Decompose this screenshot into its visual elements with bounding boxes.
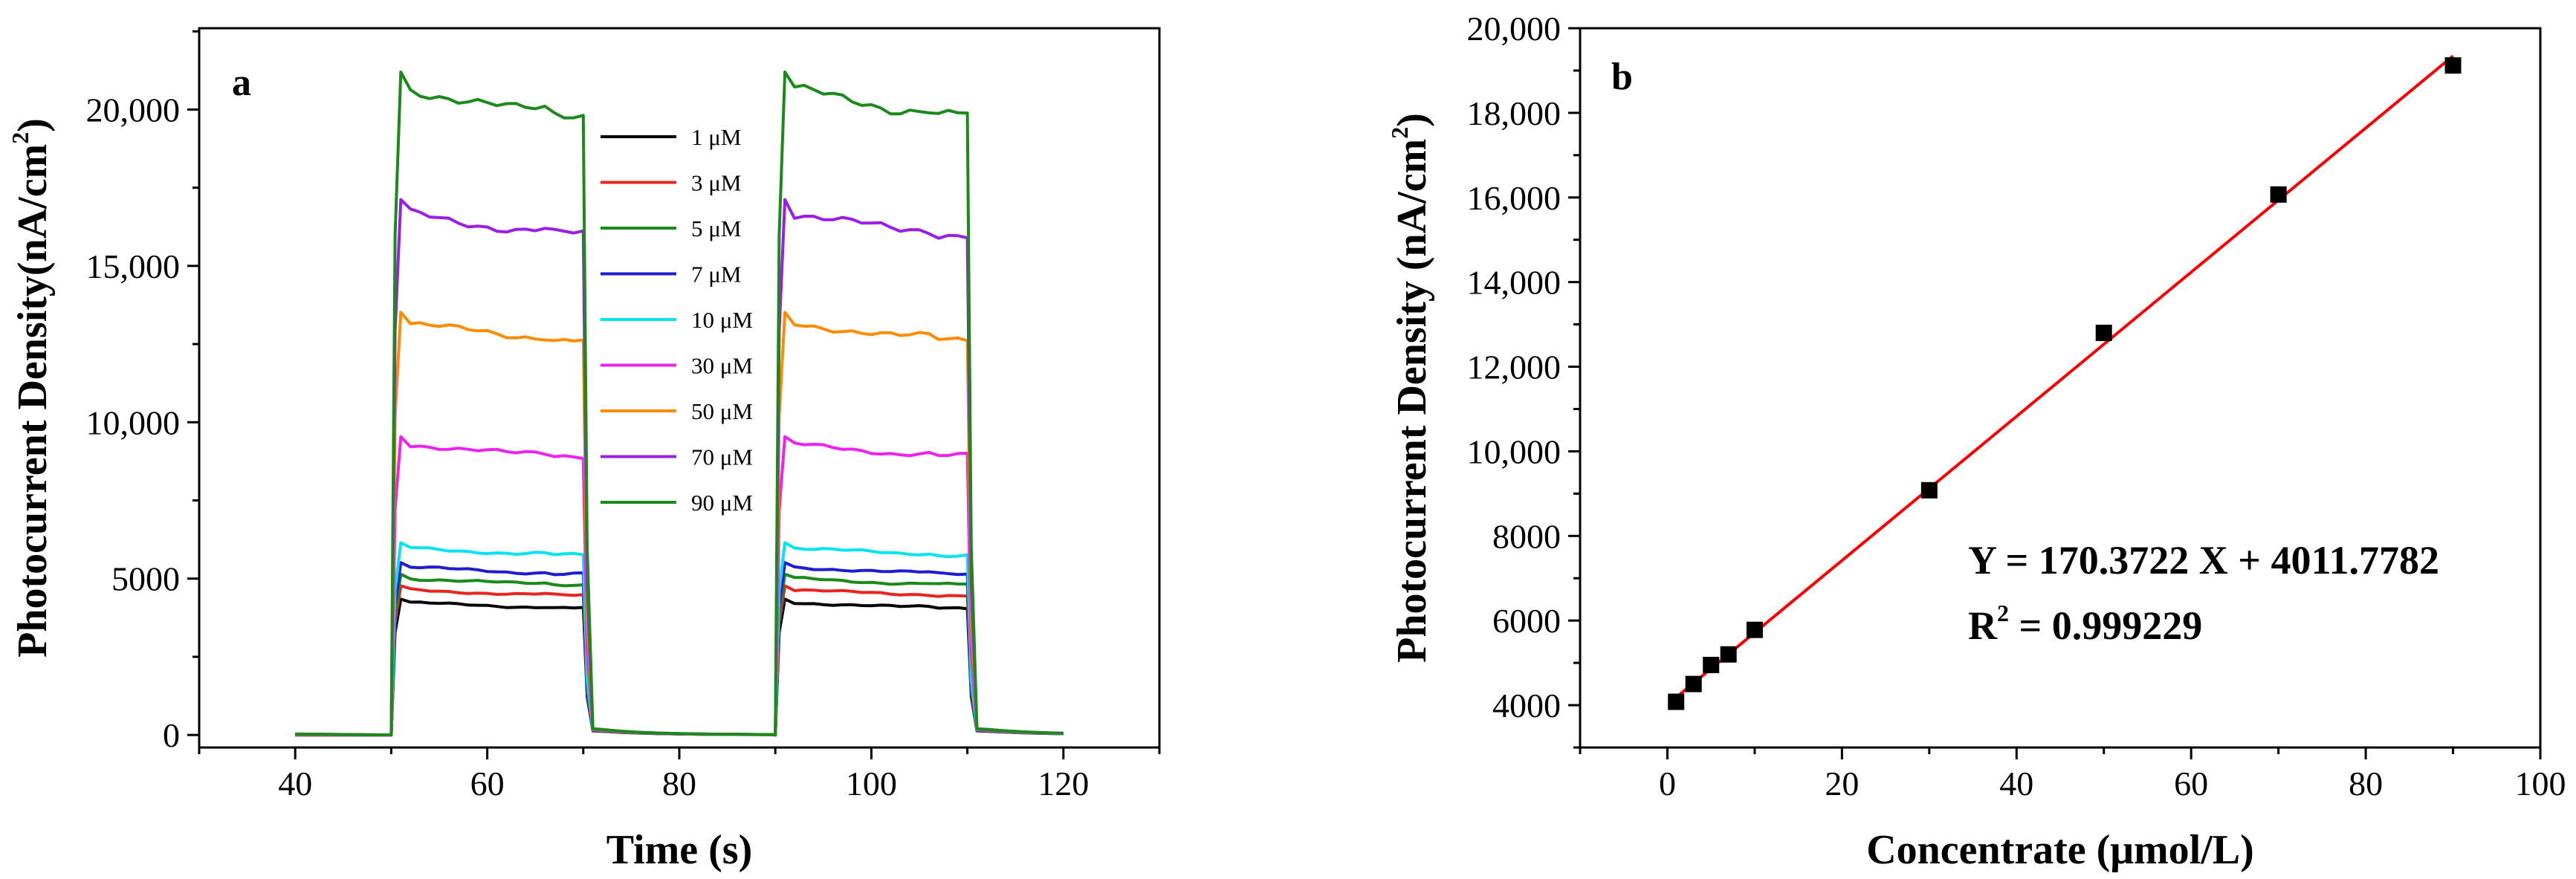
panel-a-legend-label: 7 μM bbox=[691, 262, 741, 288]
panel-b-data-point bbox=[2095, 324, 2112, 341]
panel-b-y-title-main: Photocurrent Density (nA/cm bbox=[1389, 139, 1435, 663]
panel-a-x-tick-label: 80 bbox=[662, 765, 696, 802]
panel-b-y-tick-label: 16,000 bbox=[1467, 179, 1562, 217]
panel-a-y-title-main: Photocurrent Density(nA/cm bbox=[10, 144, 56, 658]
panel-b-y-tick-label: 4000 bbox=[1492, 687, 1561, 724]
panel-a-series-line bbox=[295, 198, 1064, 737]
panel-b-plot-frame bbox=[1579, 27, 2542, 749]
panel-a-legend-label: 5 μM bbox=[691, 215, 741, 241]
panel-b-y-tick-label: 20,000 bbox=[1467, 10, 1562, 48]
panel-b-y-title-end: ) bbox=[1389, 113, 1435, 127]
panel-b-x-axis-title: Concentrate (μmol/L) bbox=[1866, 827, 2254, 873]
panel-b-x-tick-label: 20 bbox=[1825, 765, 1859, 802]
panel-a-chart: 40 60 80 100 120 0 5000 10,000 15,000 20,000 a Ti… bbox=[7, 27, 1161, 873]
panel-a-series-line bbox=[295, 597, 1064, 737]
panel-b-x-tick-label: 0 bbox=[1659, 765, 1676, 802]
panel-a-y-tick-label: 0 bbox=[163, 716, 180, 754]
panel-b-r2-value: = 0.999229 bbox=[2009, 603, 2202, 648]
panel-b-x-tick-label: 40 bbox=[1999, 765, 2033, 802]
panel-a-y-tick-label: 10,000 bbox=[86, 403, 181, 441]
panel-a-series-line bbox=[295, 572, 1064, 737]
panel-b-y-tick-label: 14,000 bbox=[1467, 264, 1562, 302]
panel-b-data-point bbox=[1720, 646, 1737, 663]
panel-b-x-tick-label: 60 bbox=[2174, 765, 2208, 802]
panel-b-r2-sup: 2 bbox=[1997, 600, 2009, 626]
panel-a-y-axis-title: Photocurrent Density(nA/cm2) bbox=[7, 118, 56, 658]
panel-a-y-title-end: ) bbox=[10, 118, 56, 132]
panel-a-series-group bbox=[295, 70, 1064, 737]
panel-a-y-title-sup: 2 bbox=[7, 132, 33, 144]
panel-b-y-tick-label: 10,000 bbox=[1467, 432, 1562, 470]
panel-a-legend: 1 μM 3 μM 5 μM 7 μM 10 μM 30 μM 50 μM 70 μM 90 μ… bbox=[601, 124, 753, 516]
panel-a-x-axis-title: Time (s) bbox=[606, 827, 753, 873]
panel-a-legend-label: 10 μM bbox=[691, 307, 753, 333]
panel-a-label: a bbox=[232, 62, 251, 104]
panel-a-legend-label: 70 μM bbox=[691, 444, 753, 470]
panel-b-fit-line bbox=[1674, 54, 2454, 699]
panel-b-y-tick-label: 18,000 bbox=[1467, 94, 1562, 132]
panel-a-series-line bbox=[295, 70, 1064, 737]
panel-b-r2-annotation: R2 = 0.999229 bbox=[1968, 600, 2202, 648]
panel-a-x-tick-label: 120 bbox=[1038, 765, 1089, 802]
panel-a-legend-label: 30 μM bbox=[691, 353, 753, 379]
panel-a-series-line bbox=[295, 541, 1064, 737]
panel-a-y-tick-label: 20,000 bbox=[86, 91, 181, 129]
panel-a-series-line bbox=[295, 435, 1064, 737]
panel-a-y-tick-label: 15,000 bbox=[86, 247, 181, 285]
panel-b-y-tick-label: 8000 bbox=[1492, 517, 1561, 555]
panel-b-axes: 0 20 40 60 80 100 4000 6000 8000 10,000 12,000 14,0… bbox=[1467, 10, 2566, 802]
panel-a-legend-label: 90 μM bbox=[691, 490, 753, 516]
panel-b-y-axis-title: Photocurrent Density (nA/cm2) bbox=[1386, 113, 1435, 663]
panel-b-data-point bbox=[1668, 693, 1685, 710]
panel-a-plot-frame bbox=[198, 27, 1161, 749]
panel-b-data-point bbox=[2270, 186, 2287, 203]
panel-b-r2-label: R bbox=[1968, 603, 1998, 648]
panel-b-data-point bbox=[1746, 621, 1763, 638]
panel-b-data-point bbox=[1703, 656, 1720, 673]
panel-a-x-tick-label: 40 bbox=[278, 765, 312, 802]
panel-a-legend-label: 1 μM bbox=[691, 124, 741, 150]
panel-a-x-tick-label: 60 bbox=[470, 765, 505, 802]
panel-a-legend-label: 3 μM bbox=[691, 170, 741, 196]
panel-b-x-tick-label: 80 bbox=[2349, 765, 2383, 802]
panel-a-x-tick-label: 100 bbox=[846, 765, 897, 802]
panel-b-y-tick-label: 6000 bbox=[1492, 602, 1561, 640]
panel-a-y-tick-label: 5000 bbox=[111, 560, 180, 598]
panel-a-legend-label: 50 μM bbox=[691, 398, 753, 424]
panel-b-data-point bbox=[2444, 57, 2462, 74]
panel-b-y-tick-label: 12,000 bbox=[1467, 348, 1562, 386]
panel-b-fit-equation: Y = 170.3722 X + 4011.7782 bbox=[1968, 538, 2439, 583]
panel-b-data-point bbox=[1685, 675, 1702, 693]
panel-b-chart: 0 20 40 60 80 100 4000 6000 8000 10,000 12,000 14,0… bbox=[1386, 10, 2566, 873]
panel-a-axes: 40 60 80 100 120 0 5000 10,000 15,000 20,000 bbox=[86, 30, 1161, 802]
panel-b-label: b bbox=[1611, 56, 1633, 98]
panel-b-x-tick-label: 100 bbox=[2515, 765, 2566, 802]
panel-a-series-line bbox=[295, 311, 1064, 737]
panel-b-y-title-sup: 2 bbox=[1386, 127, 1413, 139]
panel-b-data-point bbox=[1920, 481, 1938, 499]
panel-b-plot-group bbox=[1668, 54, 2462, 710]
